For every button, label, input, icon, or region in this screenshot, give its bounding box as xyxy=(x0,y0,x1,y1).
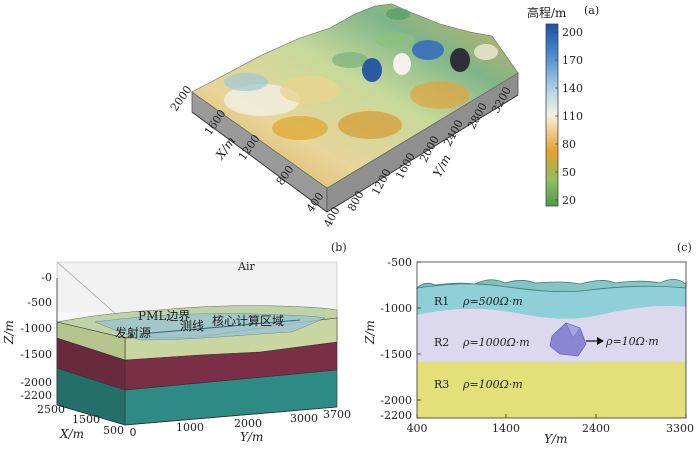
anomaly-rho: ρ=10Ω·m xyxy=(605,335,659,348)
colorbar-tick-170: 170 xyxy=(562,54,583,67)
panel-c-label: (c) xyxy=(677,241,692,254)
layer-r1 xyxy=(417,283,686,319)
y-axis-line-b xyxy=(124,406,338,426)
colorbar-ticks xyxy=(555,31,558,201)
y-tick-labels-b: 0 1000 2000 3000 3700 xyxy=(130,408,352,439)
z-tick-c-1500: -1500 xyxy=(380,348,412,361)
z-ticks-c xyxy=(417,261,421,419)
y-tick-2000: 2000 xyxy=(234,417,262,430)
z-tick-c-2200: -2200 xyxy=(380,409,412,422)
panel-c-frame xyxy=(416,261,687,419)
z-tick-2200: -2200 xyxy=(20,389,52,402)
terrain-relief xyxy=(224,8,498,140)
source-label: 发射源 xyxy=(115,325,151,340)
panel-c: ρ=10Ω·m R1 ρ=500Ω·m R2 ρ=1000Ω·m R3 ρ=10… xyxy=(363,241,694,446)
colorbar xyxy=(545,23,559,207)
y-tick-c-3300: 3300 xyxy=(666,422,694,435)
panel-b-label: (b) xyxy=(331,241,347,254)
z-tick-labels: -0 -500 -1000 -1500 -2000 -2200 xyxy=(20,271,52,402)
r2-label: R2 xyxy=(434,336,449,349)
layer-r3 xyxy=(417,362,686,418)
pml-boundary-label: PML边界 xyxy=(138,309,190,323)
z-tick-c-2000: -2000 xyxy=(380,394,412,407)
colorbar-tick-200: 200 xyxy=(562,26,583,39)
x-tick-2000: 2000 xyxy=(168,83,195,113)
r3-rho: ρ=100Ω·m xyxy=(462,378,523,391)
panel-b: Air PML边界 发射源 测线 核心计算区域 -0 -500 -1000 -1… xyxy=(2,241,351,444)
x-tick-2500: 2500 xyxy=(37,403,65,416)
panel-a-label: (a) xyxy=(584,4,599,17)
core-region-label: 核心计算区域 xyxy=(212,313,284,328)
y-axis-label-b: Y/m xyxy=(240,430,263,444)
z-tick-2000: -2000 xyxy=(20,376,52,389)
colorbar-tick-labels: 200 170 140 110 80 50 20 xyxy=(562,26,583,207)
z-tick-1500: -1500 xyxy=(20,348,52,361)
colorbar-tick-80: 80 xyxy=(562,138,576,151)
y-tick-c-1400: 1400 xyxy=(492,422,520,435)
z-axis-label-c: Z/m xyxy=(363,320,377,345)
x-tick-500: 500 xyxy=(103,424,124,437)
x-axis-line-b xyxy=(56,404,126,426)
y-axis-label-c: Y/m xyxy=(544,432,567,446)
surface-topography xyxy=(415,278,687,293)
x-tick-1500: 1500 xyxy=(72,413,100,426)
r2-rho: ρ=1000Ω·m xyxy=(462,336,530,349)
z-tick-0: -0 xyxy=(41,271,52,284)
z-axis-label: Z/m xyxy=(2,320,16,345)
r1-label: R1 xyxy=(434,295,449,308)
z-tick-c-1000: -1000 xyxy=(380,302,412,315)
colorbar-tick-140: 140 xyxy=(562,82,583,95)
air-label: Air xyxy=(237,260,255,273)
y-ticks-c xyxy=(416,414,687,418)
y-tick-c-400: 400 xyxy=(407,422,428,435)
y-tick-1000: 1000 xyxy=(176,421,204,434)
z-tick-c-500: -500 xyxy=(387,256,412,269)
anomaly-facet xyxy=(565,322,581,339)
colorbar-tick-110: 110 xyxy=(562,110,583,123)
y-axis-line xyxy=(326,94,519,213)
x-axis-label-b: X/m xyxy=(59,427,84,441)
colorbar-tick-50: 50 xyxy=(562,166,576,179)
y-tick-3700: 3700 xyxy=(323,408,351,421)
survey-line-label: 测线 xyxy=(180,319,204,333)
y-tick-0: 0 xyxy=(130,426,137,439)
layer-r2 xyxy=(417,305,686,362)
y-tick-3000: 3000 xyxy=(290,412,318,425)
z-tick-1000: -1000 xyxy=(20,322,52,335)
r1-rho: ρ=500Ω·m xyxy=(462,295,523,308)
y-axis-label: Y/m xyxy=(430,152,453,179)
x-tick-labels-b: 2500 1500 500 xyxy=(37,403,124,437)
z-tick-labels-c: -500 -1000 -1500 -2000 -2200 xyxy=(380,256,412,422)
r3-label: R3 xyxy=(434,378,449,391)
x-axis-line xyxy=(191,111,328,213)
source-marker xyxy=(130,334,134,338)
y-tick-c-2400: 2400 xyxy=(582,422,610,435)
panel-a: 2000 1600 1200 800 400 X/m 400 800 1200 … xyxy=(168,3,599,229)
survey-line xyxy=(139,319,301,335)
colorbar-tick-20: 20 xyxy=(562,194,576,207)
y-tick-labels-c: 400 1400 2400 3300 xyxy=(407,422,695,435)
z-tick-500: -500 xyxy=(27,296,52,309)
colorbar-title: 高程/m xyxy=(527,5,567,20)
